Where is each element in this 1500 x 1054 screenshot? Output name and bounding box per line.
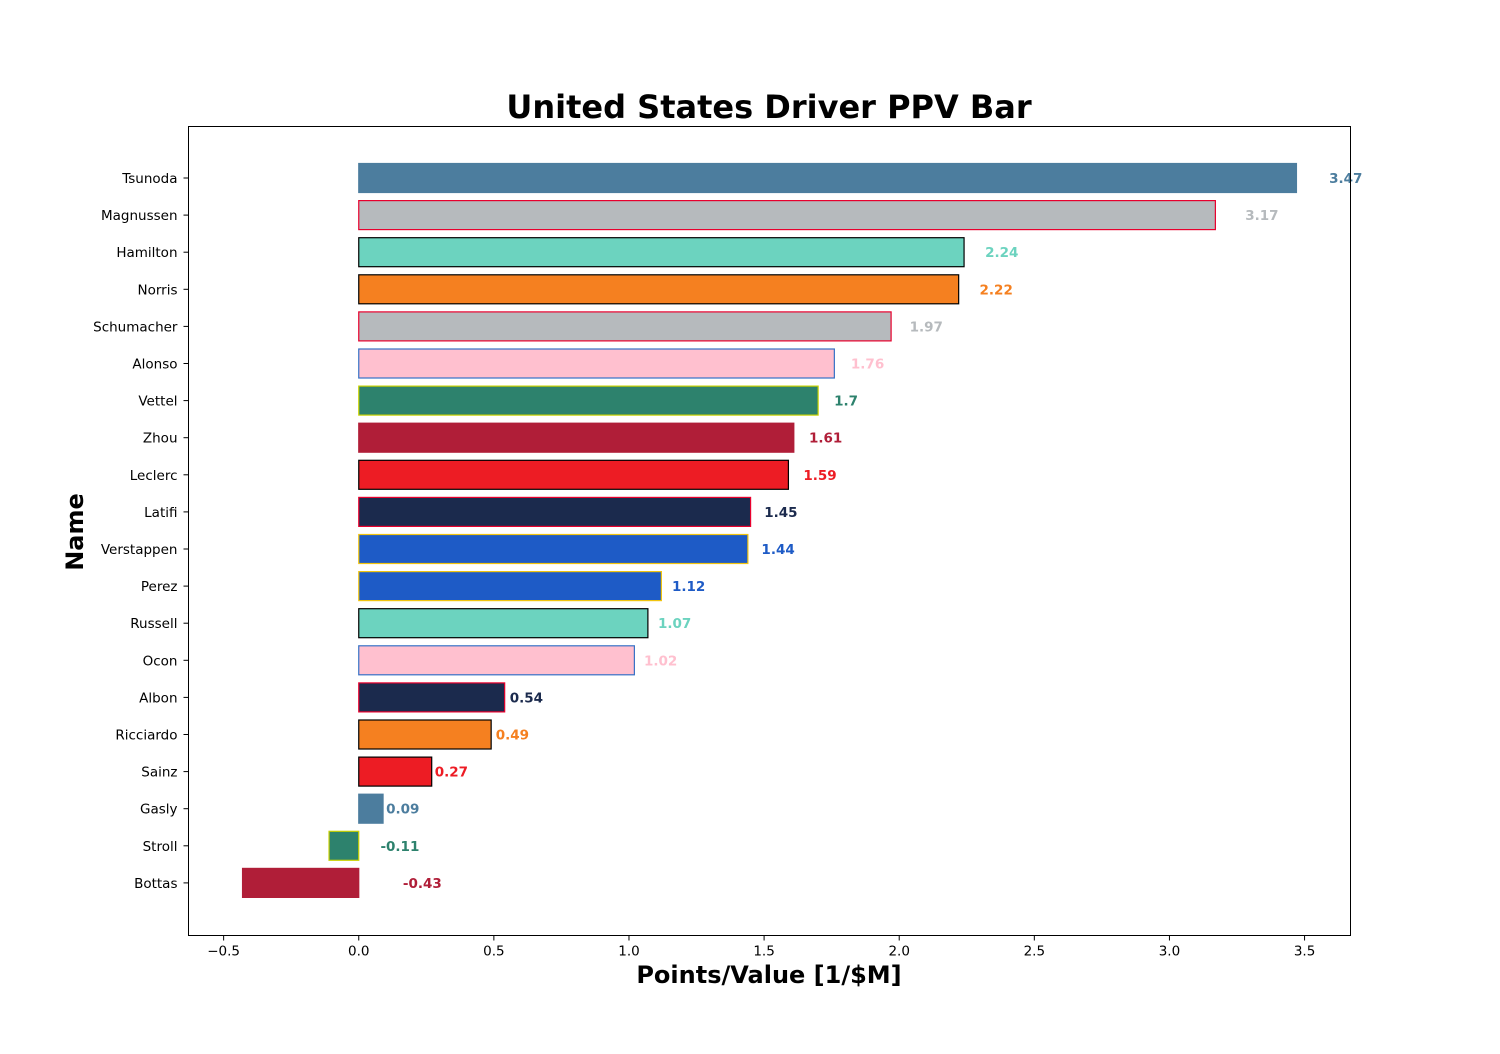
data-label-sainz: 0.27 [435,765,468,781]
x-tick-label: 3.0 [1159,944,1180,960]
y-tick-label-stroll: Stroll [143,839,178,855]
y-axis-label: Name [61,493,89,571]
bar-gasly [358,793,384,824]
y-tick-label-latifi: Latifi [144,505,177,521]
y-tick-label-schumacher: Schumacher [93,319,178,335]
bar-albon [358,682,506,713]
x-tick-label: 2.5 [1024,944,1045,960]
bars-layer [241,162,1298,899]
data-label-schumacher: 1.97 [910,319,943,335]
data-label-magnussen: 3.17 [1245,208,1278,224]
data-label-leclerc: 1.59 [803,468,836,484]
bar-leclerc [358,459,790,490]
data-label-norris: 2.22 [980,282,1013,298]
y-tick-label-gasly: Gasly [140,802,178,818]
x-tick-label: 3.5 [1294,944,1315,960]
data-label-bottas: -0.43 [403,876,442,892]
data-label-zhou: 1.61 [809,431,842,447]
y-tick-label-magnussen: Magnussen [101,208,178,224]
data-label-russell: 1.07 [658,616,691,632]
data-label-albon: 0.54 [510,690,543,706]
x-tick-label: 2.0 [888,944,909,960]
y-tick-label-sainz: Sainz [141,765,177,781]
x-tick-label: 1.5 [753,944,774,960]
bar-sainz [358,756,433,787]
x-tick-label: 1.0 [618,944,639,960]
data-label-alonso: 1.76 [851,357,884,373]
y-tick-label-ricciardo: Ricciardo [115,728,177,744]
bar-schumacher [358,311,892,342]
data-label-stroll: -0.11 [380,839,419,855]
data-label-ricciardo: 0.49 [496,728,529,744]
y-tick-label-tsunoda: Tsunoda [121,171,177,187]
bar-stroll [328,830,360,861]
y-tick-label-zhou: Zhou [143,431,178,447]
y-axis-ticks: Tsunoda Magnussen Hamilton Norris Schumacher… [93,171,189,892]
data-label-tsunoda: 3.47 [1329,171,1362,187]
x-tick-label: 0.0 [348,944,369,960]
x-axis-ticks: −0.5 0.0 0.5 1.0 1.5 2.0 2.5 3.0 3.5 [207,935,1315,960]
bar-hamilton [358,237,965,268]
y-tick-label-norris: Norris [137,282,177,298]
y-tick-label-ocon: Ocon [143,653,178,669]
plot-frame [188,126,1351,936]
bar-bottas [241,867,360,899]
data-label-latifi: 1.45 [764,505,797,521]
bar-magnussen [358,200,1216,231]
bar-tsunoda [358,162,1298,194]
y-tick-label-perez: Perez [141,579,178,595]
data-label-vettel: 1.7 [834,394,858,410]
bar-ocon [358,645,635,676]
bar-verstappen [358,533,749,565]
bar-ricciardo [358,719,492,750]
data-label-hamilton: 2.24 [985,245,1018,261]
data-labels-layer: 3.47 3.17 2.24 2.22 1.97 1.76 1.7 1.61 1.59 1.45 1… [380,171,1362,892]
bar-perez [358,570,663,602]
y-tick-label-hamilton: Hamilton [116,245,177,261]
y-tick-label-verstappen: Verstappen [101,542,178,558]
y-tick-label-albon: Albon [139,690,177,706]
y-tick-label-vettel: Vettel [138,394,177,410]
bar-russell [358,608,649,639]
bar-norris [358,274,960,305]
bar-zhou [358,422,795,453]
x-axis-label: Points/Value [1/$M] [636,961,901,989]
y-tick-label-leclerc: Leclerc [130,468,178,484]
x-tick-label: 0.5 [483,944,504,960]
y-tick-label-bottas: Bottas [134,876,177,892]
data-label-ocon: 1.02 [644,653,677,669]
y-tick-label-russell: Russell [130,616,177,632]
x-tick-label: −0.5 [207,944,240,960]
bar-vettel [358,385,819,416]
data-label-gasly: 0.09 [386,802,419,818]
y-tick-label-alonso: Alonso [132,357,177,373]
bar-alonso [358,348,835,379]
data-label-verstappen: 1.44 [761,542,794,558]
data-label-perez: 1.12 [672,579,705,595]
chart-title: United States Driver PPV Bar [506,88,1032,126]
bar-latifi [358,496,752,527]
